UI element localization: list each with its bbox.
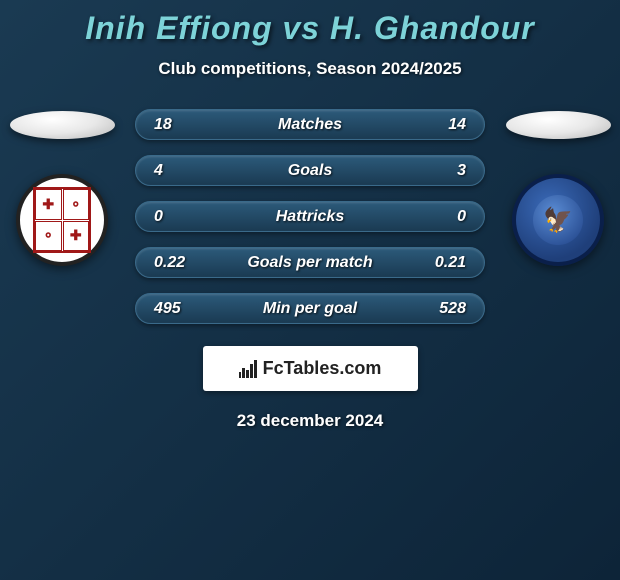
- player2-placeholder-icon: [506, 111, 611, 139]
- phoenix-icon: 🦅: [533, 195, 583, 245]
- stat-row-goals-per-match: 0.22 Goals per match 0.21: [135, 247, 485, 278]
- player1-placeholder-icon: [10, 111, 115, 139]
- stat-right-value: 0: [426, 208, 466, 226]
- club-badge-left: ✚⚬⚬✚: [16, 174, 108, 266]
- stat-right-value: 14: [426, 116, 466, 134]
- subtitle: Club competitions, Season 2024/2025: [158, 59, 461, 79]
- club-badge-right: 🦅: [512, 174, 604, 266]
- stat-left-value: 0: [154, 208, 194, 226]
- main-row: ✚⚬⚬✚ 18 Matches 14 4 Goals 3 0 Hattricks…: [0, 109, 620, 324]
- player2-name: H. Ghandour: [330, 10, 535, 46]
- shield-icon: ✚⚬⚬✚: [33, 187, 91, 253]
- stat-row-hattricks: 0 Hattricks 0: [135, 201, 485, 232]
- stat-right-value: 0.21: [426, 254, 466, 272]
- title: Inih Effiong vs H. Ghandour: [85, 10, 535, 47]
- right-column: 🦅: [503, 109, 613, 266]
- stat-row-matches: 18 Matches 14: [135, 109, 485, 140]
- stat-right-value: 3: [426, 162, 466, 180]
- stat-label: Goals per match: [247, 254, 372, 272]
- left-column: ✚⚬⚬✚: [7, 109, 117, 266]
- stat-left-value: 18: [154, 116, 194, 134]
- vs-text: vs: [283, 10, 321, 46]
- stat-row-goals: 4 Goals 3: [135, 155, 485, 186]
- stat-label: Goals: [288, 162, 332, 180]
- stat-left-value: 4: [154, 162, 194, 180]
- stat-row-min-per-goal: 495 Min per goal 528: [135, 293, 485, 324]
- brand-box[interactable]: FcTables.com: [203, 346, 418, 391]
- stat-label: Min per goal: [263, 300, 357, 318]
- date-label: 23 december 2024: [237, 411, 384, 431]
- comparison-card: Inih Effiong vs H. Ghandour Club competi…: [0, 0, 620, 431]
- stat-label: Matches: [278, 116, 342, 134]
- brand-name: FcTables.com: [263, 358, 382, 379]
- stats-list: 18 Matches 14 4 Goals 3 0 Hattricks 0 0.…: [135, 109, 485, 324]
- player1-name: Inih Effiong: [85, 10, 272, 46]
- stat-label: Hattricks: [276, 208, 344, 226]
- chart-icon: [239, 360, 257, 378]
- stat-left-value: 0.22: [154, 254, 194, 272]
- stat-right-value: 528: [426, 300, 466, 318]
- stat-left-value: 495: [154, 300, 194, 318]
